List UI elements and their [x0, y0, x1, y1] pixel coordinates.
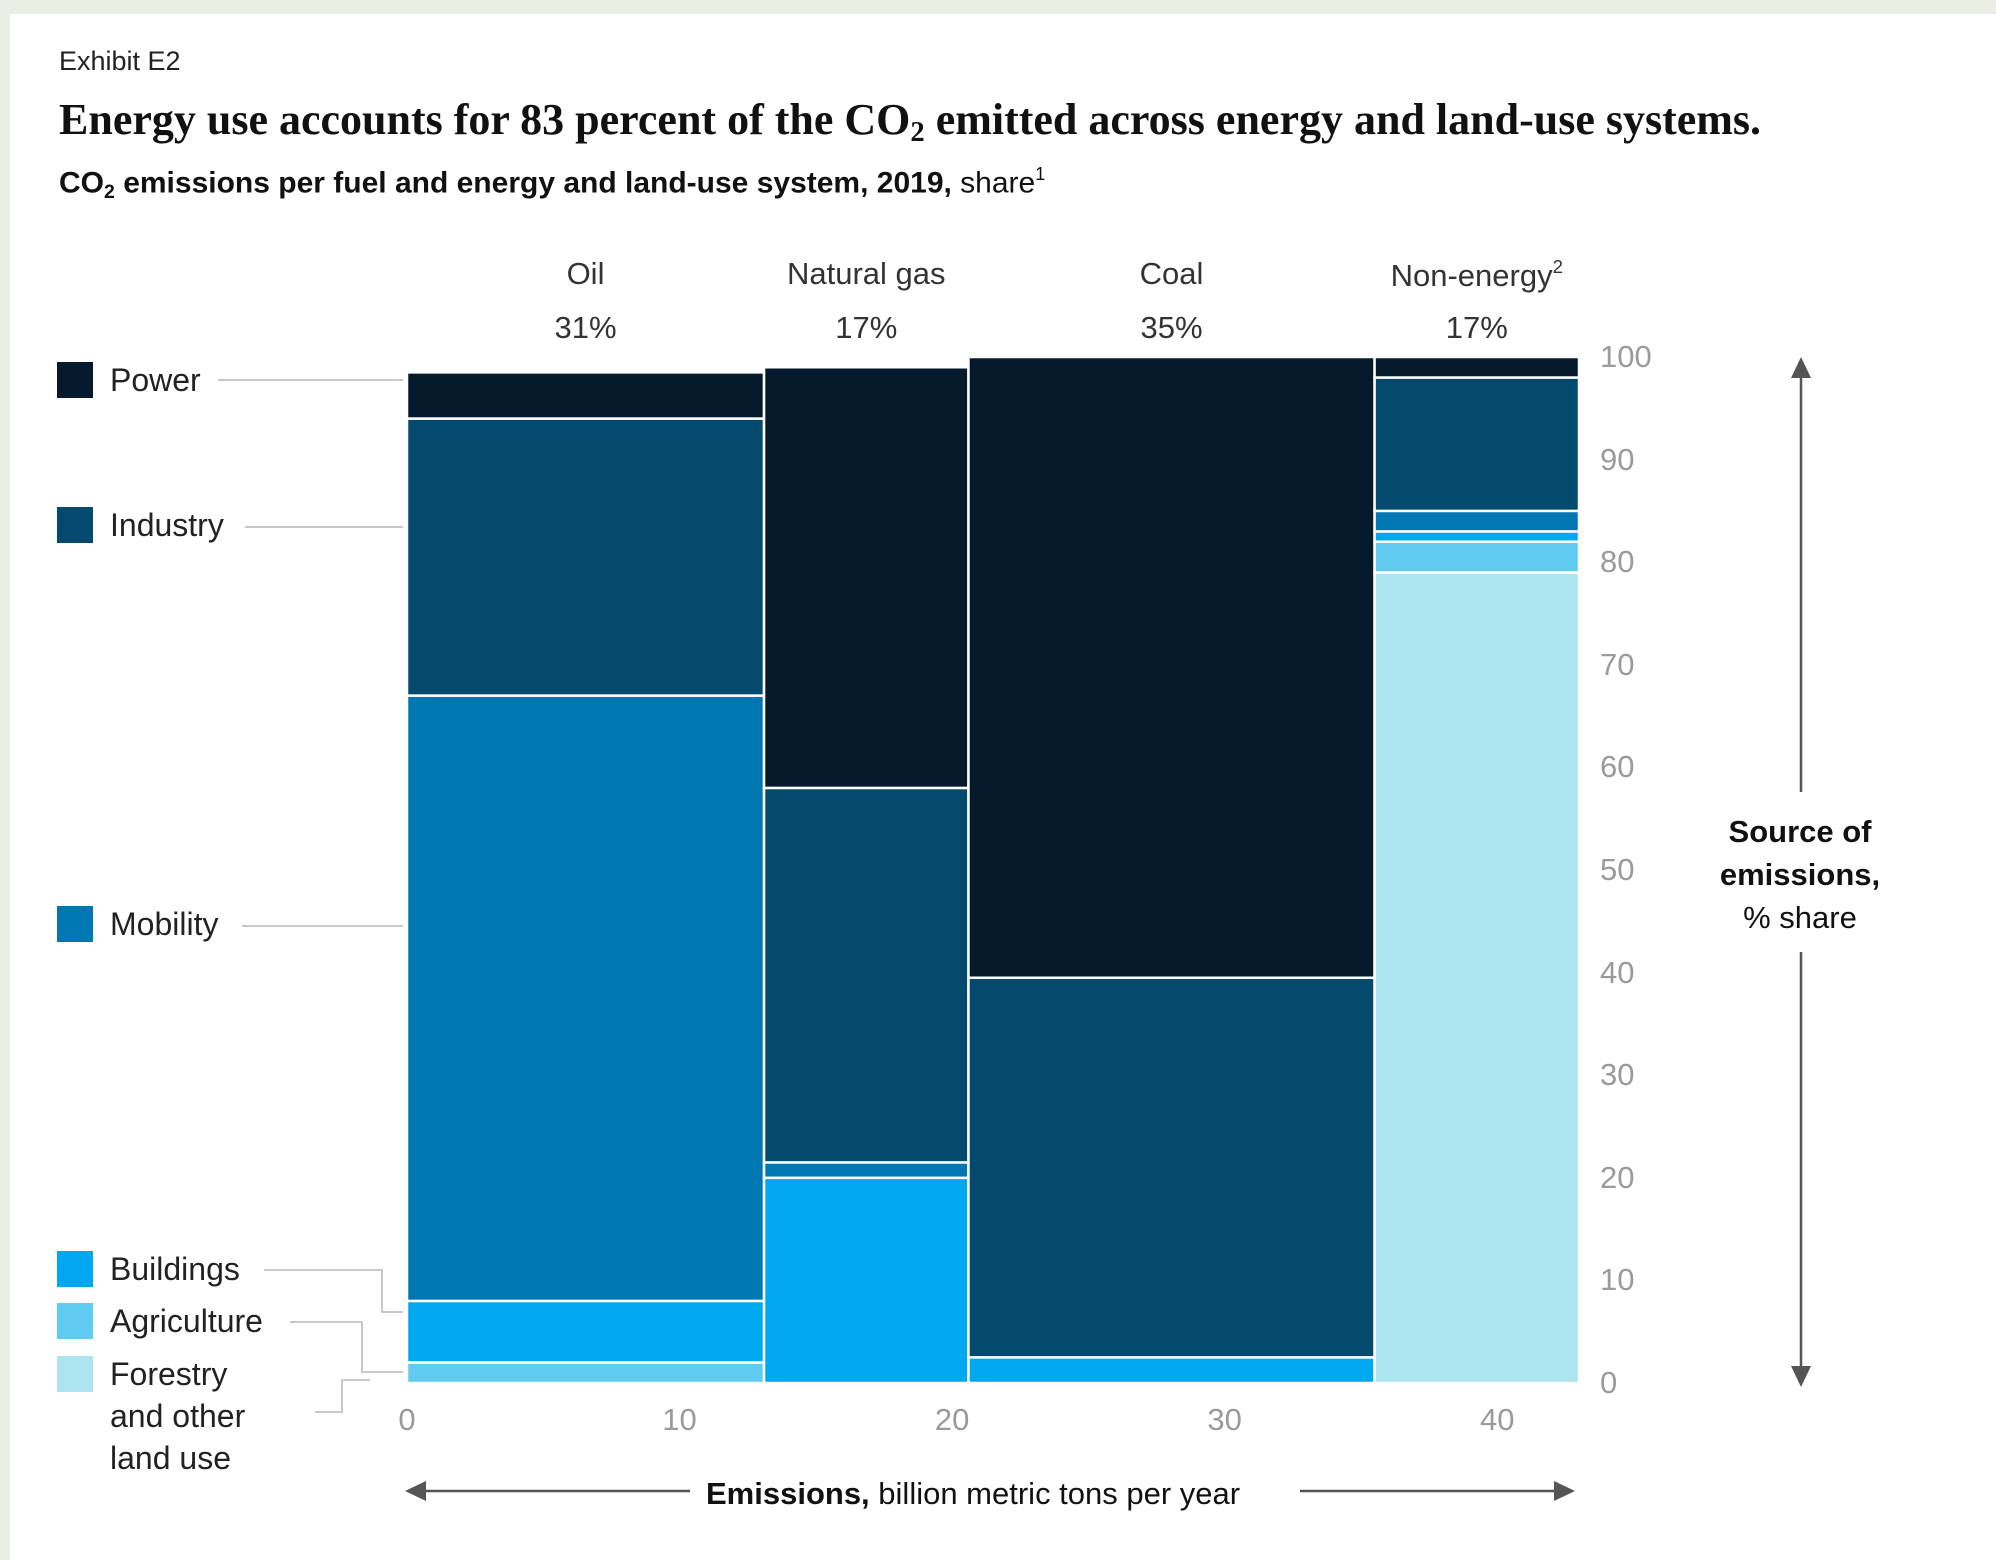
bar-segment-natural-gas-buildings: [762, 1176, 970, 1385]
x-tick-40: 40: [1479, 1402, 1515, 1437]
bar-segment-coal-power: [967, 355, 1376, 979]
column-footnote-non-energy: 2: [1552, 256, 1563, 277]
y-tick-70: 70: [1600, 646, 1635, 682]
legend-leader-line-5: [315, 1379, 370, 1413]
legend-swatch-power: [57, 362, 93, 398]
legend-label-industry: Industry: [110, 507, 224, 543]
column-label-oil: Oil: [566, 256, 605, 291]
column-label-coal: Coal: [1139, 256, 1204, 291]
bar-segment-coal-industry: [967, 976, 1376, 1359]
y-arrow-up-icon: [1791, 357, 1811, 378]
legend-swatch-agriculture: [57, 1303, 93, 1339]
y-tick-20: 20: [1600, 1159, 1635, 1195]
y-tick-0: 0: [1600, 1365, 1618, 1400]
legend-swatch-buildings: [57, 1251, 93, 1287]
legend-label-mobility: Mobility: [110, 906, 219, 942]
y-tick-100: 100: [1600, 339, 1652, 374]
legend-label-power: Power: [110, 362, 201, 398]
column-share-non-energy: 17%: [1445, 310, 1508, 345]
legend-swatch-forestry-and-other-land-use: [57, 1356, 93, 1392]
y-arrow-down-icon: [1791, 1366, 1811, 1387]
subtitle-footnote: 1: [1035, 164, 1046, 184]
subtitle-sub: 2: [104, 180, 115, 203]
y-tick-10: 10: [1600, 1262, 1635, 1298]
subtitle-bold-post: emissions per fuel and energy and land-u…: [114, 166, 952, 200]
y-tick-50: 50: [1600, 852, 1635, 887]
subtitle-rest: share: [951, 166, 1036, 200]
y-axis-title-rest: % share: [1743, 900, 1857, 935]
y-tick-90: 90: [1600, 441, 1635, 477]
title-sub: 2: [910, 117, 925, 149]
x-arrow-left-icon: [405, 1481, 426, 1501]
bar-segment-non-energy-power: [1373, 355, 1581, 379]
legend-label-buildings: Buildings: [110, 1251, 240, 1287]
legend-label-forestry-and-other-land-use-line-2: land use: [110, 1440, 231, 1476]
x-tick-10: 10: [662, 1402, 697, 1437]
legend-label-forestry-and-other-land-use-line-1: and other: [110, 1398, 246, 1434]
x-tick-0: 0: [398, 1402, 416, 1437]
title-post: emitted across energy and land-use syste…: [924, 95, 1762, 144]
bar-segment-non-energy-buildings: [1373, 530, 1581, 543]
bar-segment-oil-buildings: [405, 1299, 766, 1364]
legend-leader-line-3: [264, 1269, 403, 1313]
column-share-oil: 31%: [554, 310, 617, 345]
bar-segment-natural-gas-power: [762, 366, 970, 790]
y-tick-30: 30: [1600, 1057, 1635, 1093]
legend-leader-lines: [218, 379, 403, 1413]
bar-segment-non-energy-agriculture: [1373, 540, 1581, 574]
y-axis-title-bold: Source of emissions,: [1719, 814, 1881, 892]
axes-group: [405, 357, 1811, 1501]
chart-subtitle: CO2 emissions per fuel and energy and la…: [59, 164, 1045, 203]
column-label-non-energy: Non-energy2: [1390, 256, 1563, 294]
legend-label-forestry-and-other-land-use-line-0: Forestry: [110, 1356, 228, 1392]
column-share-coal: 35%: [1140, 310, 1203, 345]
y-tick-40: 40: [1600, 954, 1635, 990]
x-axis-title: Emissions, billion metric tons per year: [706, 1476, 1240, 1512]
x-axis-title-rest: billion metric tons per year: [869, 1476, 1241, 1511]
legend-leader-line-4: [290, 1321, 403, 1373]
y-axis-title: Source of emissions, % share: [1700, 810, 1900, 939]
legend-label-agriculture: Agriculture: [110, 1303, 263, 1339]
x-arrow-right-icon: [1554, 1481, 1575, 1501]
y-tick-80: 80: [1600, 544, 1635, 580]
bar-segment-coal-buildings: [967, 1356, 1376, 1385]
bar-segment-non-energy-mobility: [1373, 509, 1581, 533]
exhibit-label: Exhibit E2: [59, 46, 181, 76]
legend-swatch-mobility: [57, 906, 93, 942]
x-tick-20: 20: [934, 1402, 970, 1437]
x-axis-title-bold: Emissions,: [706, 1476, 870, 1511]
bar-segment-oil-agriculture: [405, 1361, 766, 1385]
bar-segment-natural-gas-industry: [762, 786, 970, 1164]
x-tick-30: 30: [1207, 1402, 1242, 1437]
bar-segment-oil-power: [405, 371, 766, 420]
bar-segment-non-energy-forestry-and-other-land-use: [1373, 571, 1581, 1385]
bar-segment-oil-mobility: [405, 694, 766, 1303]
bars-group: [405, 355, 1581, 1385]
bar-segment-oil-industry: [405, 417, 766, 697]
subtitle-bold-pre: CO: [59, 166, 104, 200]
column-label-natural-gas: Natural gas: [786, 256, 946, 291]
column-share-natural-gas: 17%: [835, 310, 898, 345]
chart-title: Energy use accounts for 83 percent of th…: [59, 94, 1761, 149]
legend-swatch-industry: [57, 507, 93, 543]
title-pre: Energy use accounts for 83 percent of th…: [59, 95, 911, 144]
bar-segment-non-energy-industry: [1373, 376, 1581, 513]
y-tick-60: 60: [1600, 749, 1635, 785]
bar-segment-natural-gas-mobility: [762, 1161, 970, 1180]
